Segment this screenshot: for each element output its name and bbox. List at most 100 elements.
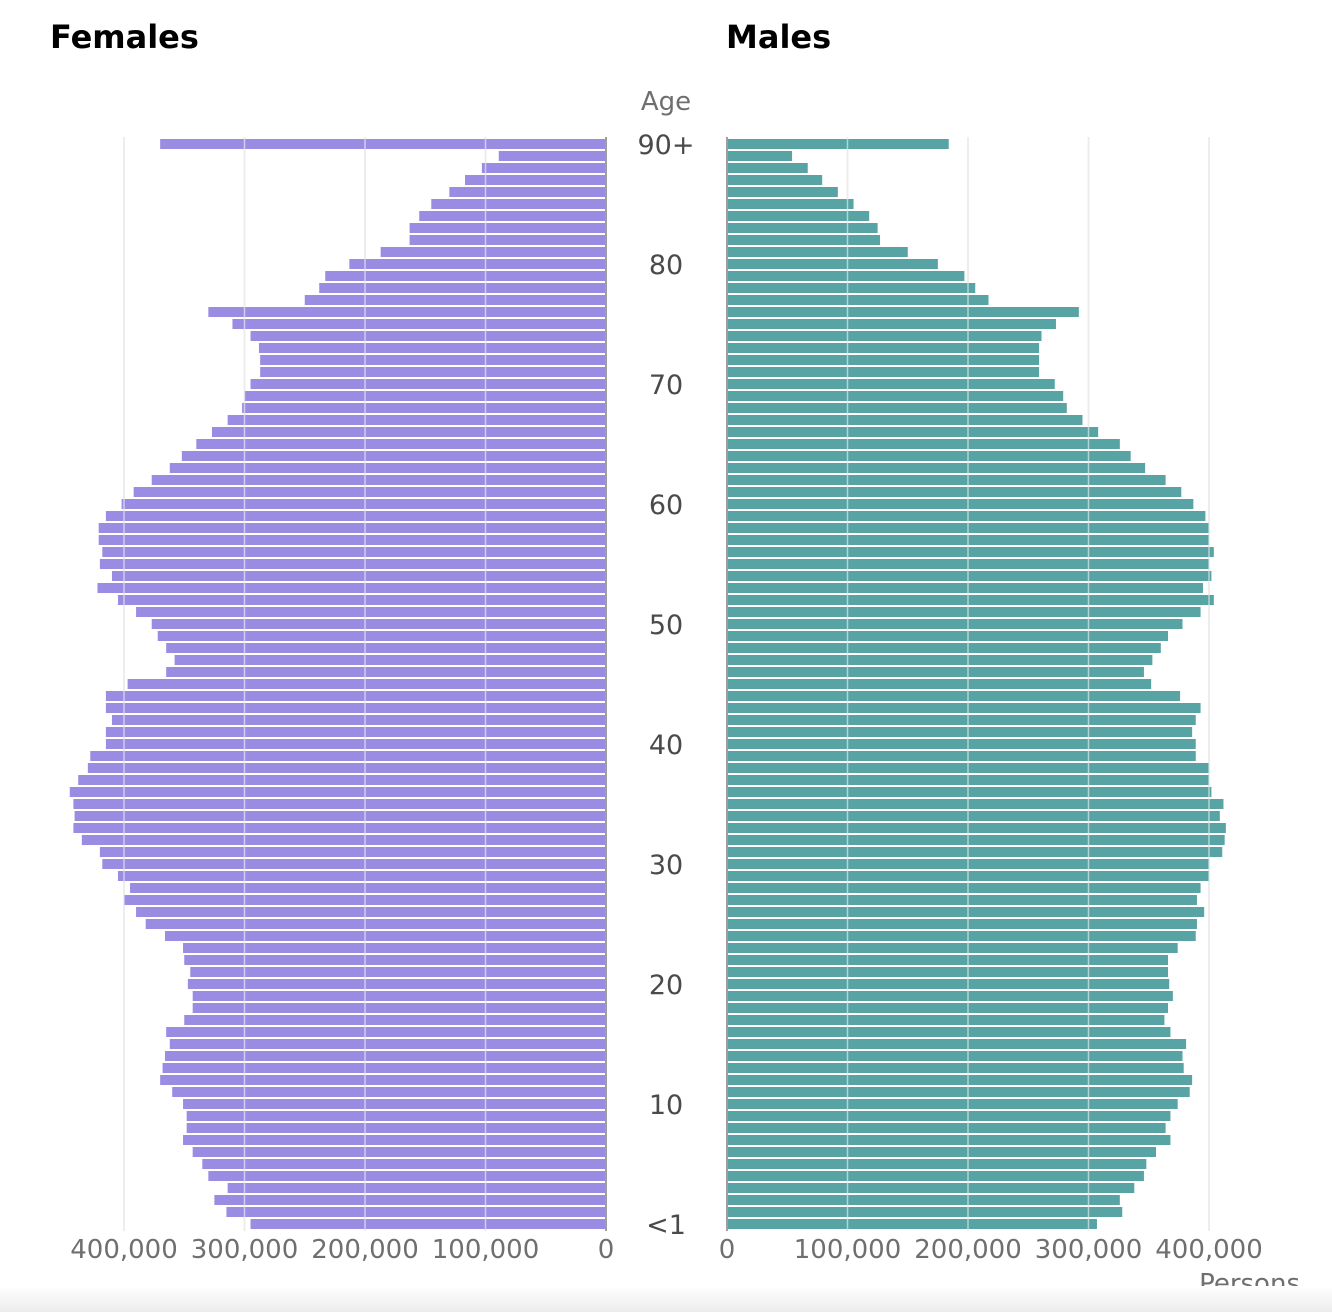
males-bar <box>727 1003 1169 1013</box>
males-bar <box>727 1207 1123 1217</box>
females-bar <box>69 787 606 797</box>
females-bar <box>192 1003 606 1013</box>
males-bar <box>727 1183 1135 1193</box>
males-bar <box>727 1159 1147 1169</box>
females-bar <box>319 283 606 293</box>
females-bar <box>164 1051 606 1061</box>
females-bar <box>157 631 607 641</box>
males-bar <box>727 619 1183 629</box>
males-bar <box>727 1147 1156 1157</box>
males-bar <box>727 547 1214 557</box>
males-bar <box>727 955 1169 965</box>
females-x-tick-label: 400,000 <box>70 1235 178 1265</box>
age-axis-title: Age <box>641 87 691 117</box>
females-bar <box>250 379 606 389</box>
males-bar <box>727 199 854 209</box>
females-bar <box>192 991 606 1001</box>
females-bar <box>169 1039 607 1049</box>
females-x-tick-label: 300,000 <box>191 1235 299 1265</box>
males-bar <box>727 343 1040 353</box>
males-bar <box>727 331 1042 341</box>
females-bar <box>419 211 606 221</box>
males-bar <box>727 1219 1097 1229</box>
males-bar <box>727 835 1225 845</box>
females-bar <box>181 451 606 461</box>
females-bar <box>74 811 607 821</box>
males-bar <box>727 667 1144 677</box>
males-bar <box>727 391 1064 401</box>
females-bar <box>208 1171 606 1181</box>
males-bar <box>727 463 1146 473</box>
males-bar <box>727 451 1131 461</box>
females-bar <box>186 1123 606 1133</box>
males-bar <box>727 499 1194 509</box>
females-bar <box>90 751 606 761</box>
females-bar <box>498 151 606 161</box>
females-bar <box>250 1219 606 1229</box>
males-bar <box>727 919 1197 929</box>
females-bar <box>227 415 606 425</box>
females-bar <box>174 655 607 665</box>
males-bar <box>727 307 1079 317</box>
males-bar <box>727 487 1182 497</box>
females-bar <box>99 559 607 569</box>
females-bar <box>105 727 607 737</box>
males-bar <box>727 895 1197 905</box>
males-panel-title: Males <box>726 18 832 56</box>
males-bar <box>727 727 1193 737</box>
males-bar <box>727 475 1166 485</box>
males-x-tick-labels: 0 100,000 200,000 300,000 400,000 <box>719 1235 1263 1265</box>
females-bar <box>183 1099 607 1109</box>
females-bar <box>409 235 606 245</box>
age-label: 50 <box>649 610 683 641</box>
males-bar <box>727 271 965 281</box>
males-bar <box>727 643 1161 653</box>
males-bar <box>727 595 1214 605</box>
females-bar <box>105 691 607 701</box>
females-bar <box>208 307 606 317</box>
males-bar <box>727 511 1206 521</box>
males-bar <box>727 787 1212 797</box>
age-label: 60 <box>649 490 683 521</box>
females-bar <box>81 835 606 845</box>
males-bars <box>727 139 1226 1229</box>
age-axis-labels: <1 10 20 30 40 50 60 70 80 90+ <box>638 130 695 1241</box>
males-bar <box>727 883 1201 893</box>
females-bar <box>190 967 606 977</box>
females-bar <box>117 595 606 605</box>
males-bar <box>727 751 1196 761</box>
males-bar <box>727 631 1169 641</box>
females-bar <box>164 931 606 941</box>
females-bar <box>349 259 606 269</box>
males-bar <box>727 823 1226 833</box>
females-bar <box>202 1159 606 1169</box>
age-label: 20 <box>649 970 683 1001</box>
females-bar <box>145 919 606 929</box>
females-bar <box>136 607 607 617</box>
females-bar <box>166 643 607 653</box>
females-x-tick-labels: 400,000 300,000 200,000 100,000 0 <box>70 1235 614 1265</box>
females-bar <box>192 1147 606 1157</box>
females-bar <box>166 1027 607 1037</box>
females-bar <box>250 331 606 341</box>
females-bar <box>87 763 607 773</box>
females-bar <box>260 367 606 377</box>
females-bar <box>130 883 606 893</box>
females-bar <box>111 571 606 581</box>
bottom-fade <box>0 1286 1332 1312</box>
age-label: 10 <box>649 1090 683 1121</box>
females-bar <box>160 1075 606 1085</box>
females-bar <box>187 979 607 989</box>
females-bar <box>133 487 606 497</box>
males-bar <box>727 319 1056 329</box>
females-bar <box>73 799 606 809</box>
males-bar <box>727 739 1196 749</box>
males-bar <box>727 979 1170 989</box>
males-x-tick-label: 0 <box>719 1235 736 1265</box>
females-bar <box>304 295 606 305</box>
males-bar <box>727 967 1169 977</box>
females-grid-overlay <box>123 137 487 1231</box>
females-panel-title: Females <box>50 18 199 56</box>
males-bar <box>727 163 808 173</box>
females-bar <box>183 943 607 953</box>
